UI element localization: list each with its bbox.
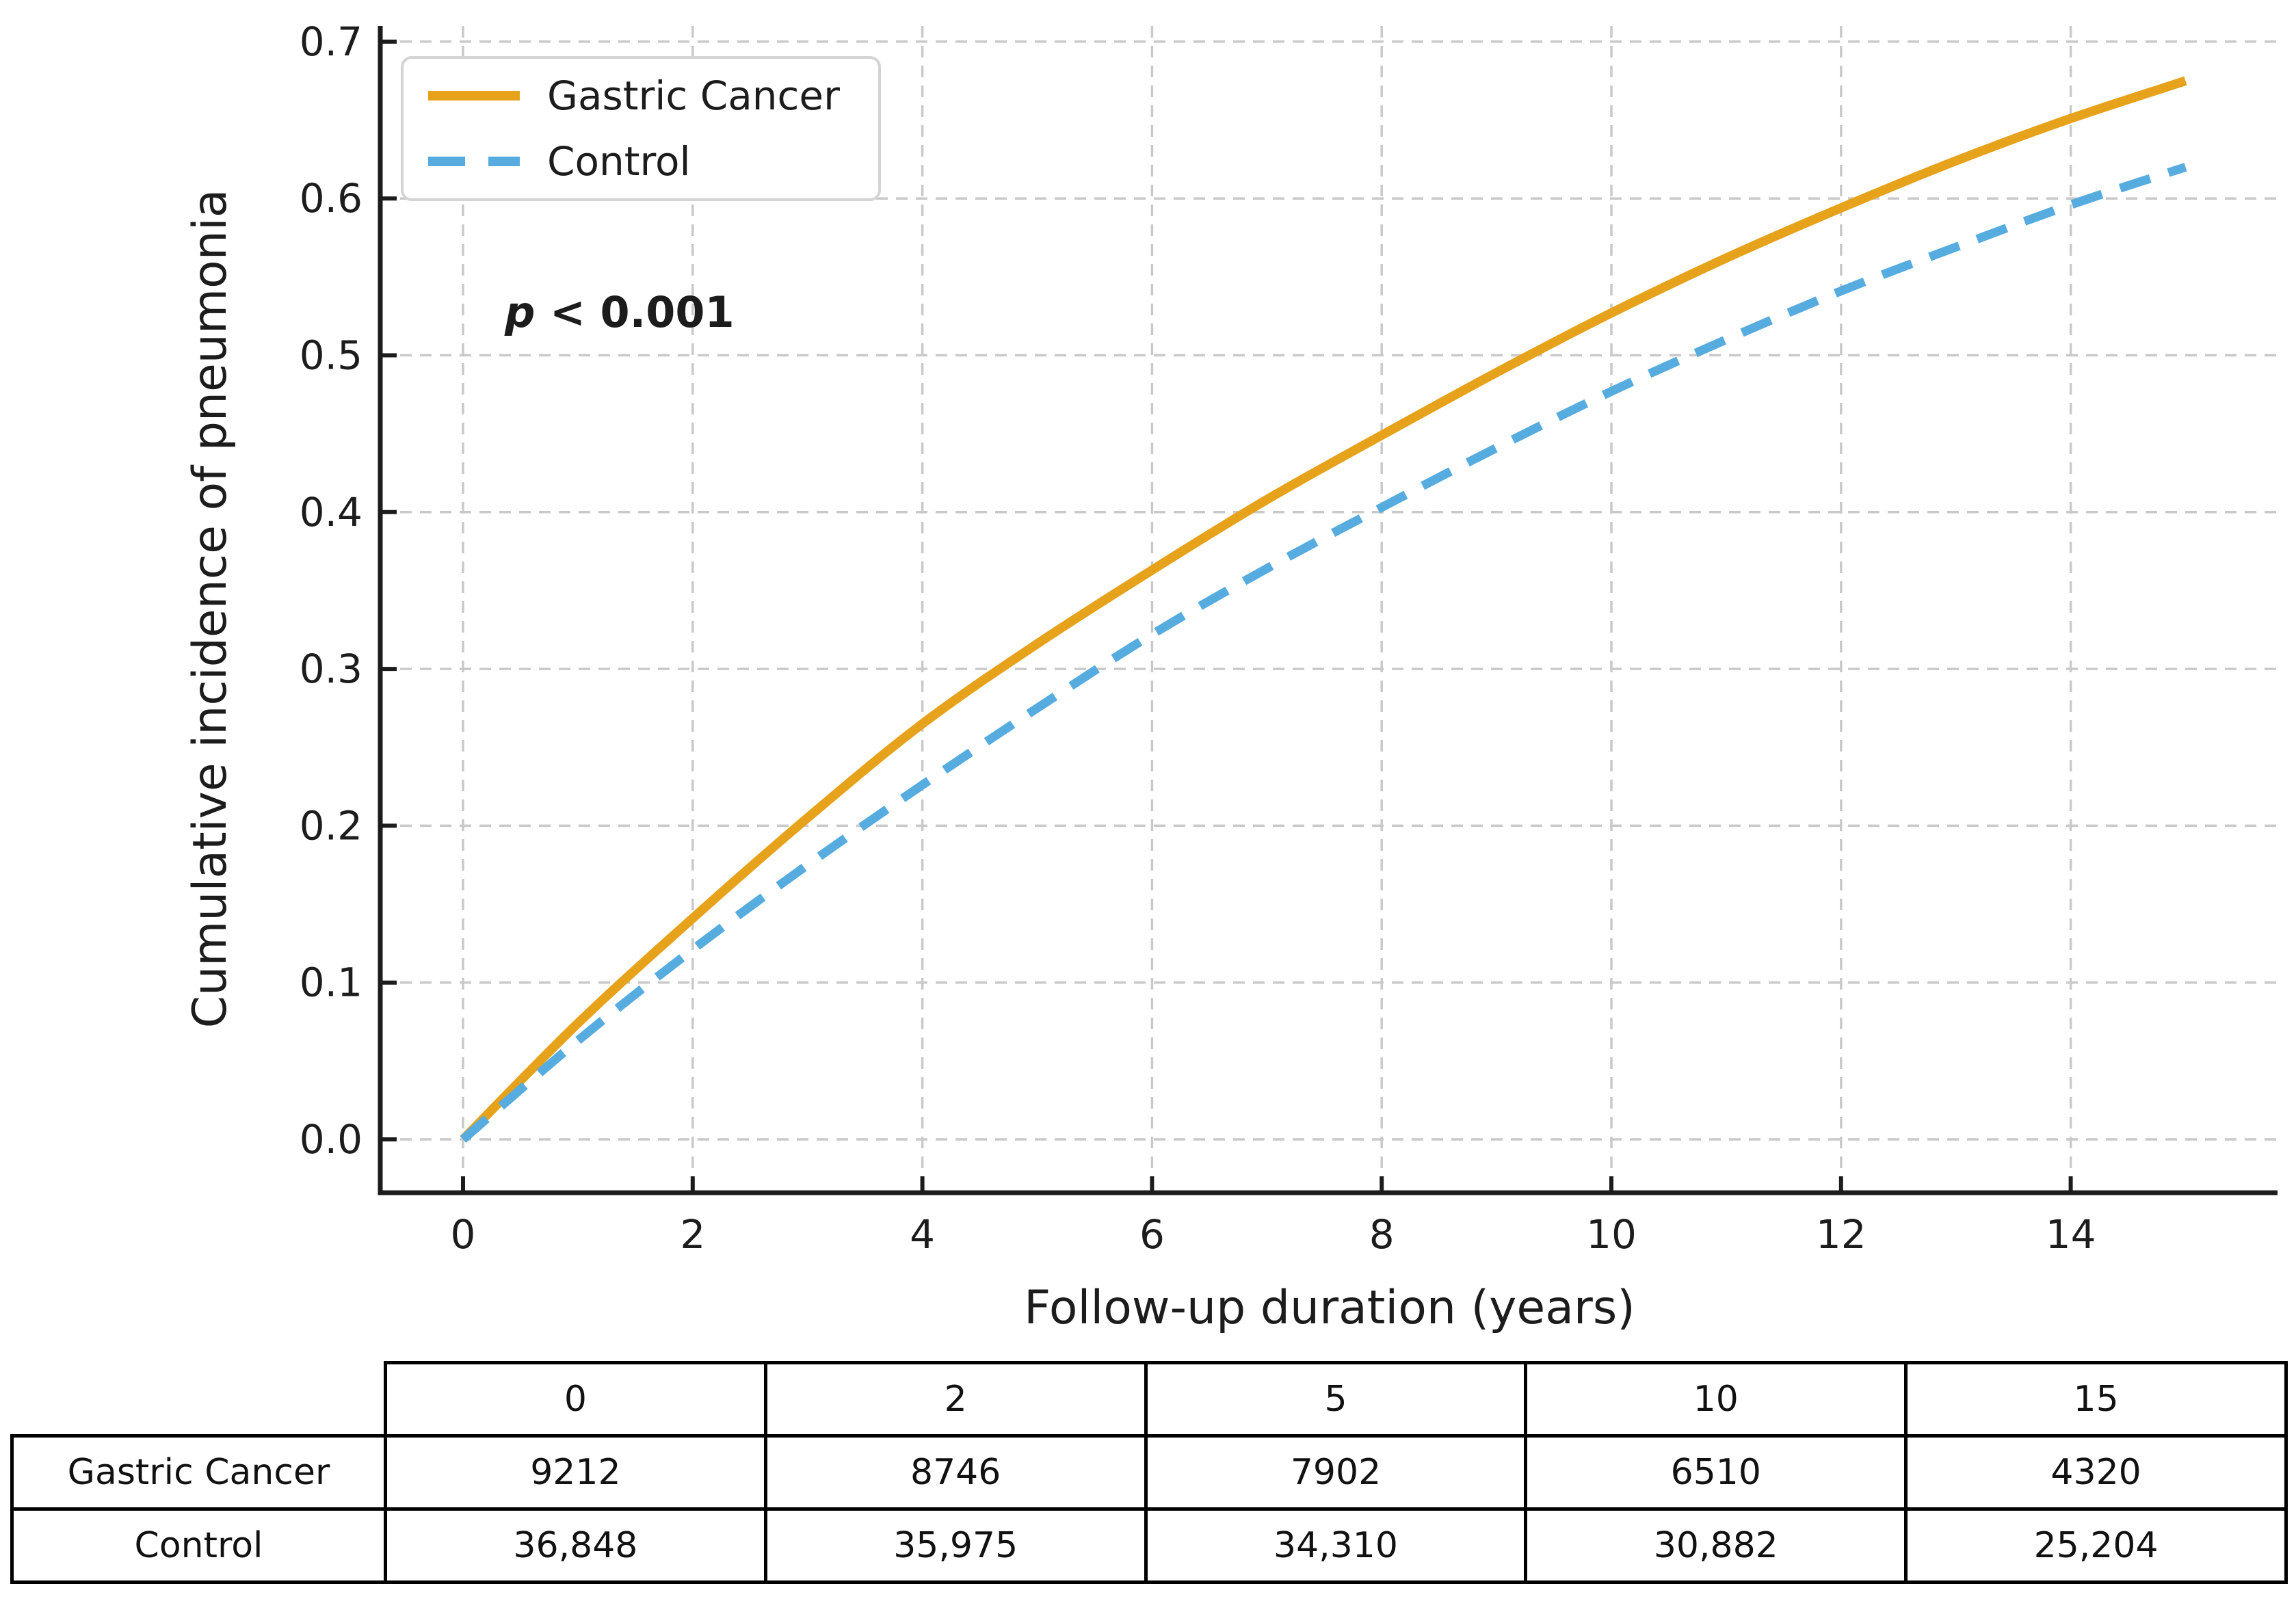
x-tick-label: 14 [2046, 1211, 2096, 1258]
p-value-annotation: p < 0.001 [504, 287, 735, 337]
y-tick-label: 0.7 [300, 18, 362, 65]
y-tick-label: 0.3 [300, 646, 362, 692]
table-time-header: 2 [763, 1361, 1148, 1438]
x-tick-label: 8 [1369, 1211, 1395, 1258]
table-row-label: Gastric Cancer [10, 1434, 387, 1511]
table-time-header: 15 [1904, 1361, 2288, 1438]
x-tick-label: 0 [451, 1211, 476, 1258]
table-header-row: 0 2 5 10 15 [12, 1361, 2288, 1438]
table-value-cell: 8746 [763, 1434, 1148, 1511]
y-tick-label: 0.5 [300, 332, 362, 379]
x-tick-label: 6 [1139, 1211, 1165, 1258]
incidence-chart: 0.0 0.1 0.2 0.3 0.4 0.5 0.6 0.7 0 2 4 6 8 10 12 14 Foll… [183, 18, 2278, 1335]
p-value-rest: < 0.001 [535, 287, 734, 337]
x-axis-label: Follow-up duration (years) [1024, 1281, 1635, 1335]
table-corner-cell [12, 1363, 386, 1436]
table-row-label: Control [10, 1507, 387, 1584]
axis-spines [378, 26, 2278, 1195]
curve-control [460, 163, 2187, 1143]
table-time-header: 10 [1524, 1361, 1908, 1438]
curves-layer [460, 76, 2187, 1143]
y-tick-label: 0.6 [300, 175, 362, 222]
p-value-symbol: p [504, 287, 535, 337]
table-value-cell: 6510 [1524, 1434, 1908, 1511]
x-tick-label: 12 [1816, 1211, 1866, 1258]
tick-layer [380, 39, 2073, 1193]
table-value-cell: 7902 [1144, 1434, 1528, 1511]
legend-label-control: Control [547, 138, 691, 185]
y-tick-label: 0.0 [300, 1116, 362, 1163]
y-tick-label: 0.4 [300, 489, 362, 535]
x-tick-label: 2 [680, 1211, 705, 1258]
grid-layer [380, 26, 2278, 1193]
y-axis-label: Cumulative incidence of pneumonia [183, 189, 237, 1029]
curve-gastric-cancer [460, 76, 2187, 1143]
table-value-cell: 34,310 [1144, 1507, 1528, 1584]
table-value-cell: 36,848 [384, 1507, 767, 1584]
table-value-cell: 25,204 [1904, 1507, 2288, 1584]
table-value-cell: 9212 [384, 1434, 767, 1511]
table-row: Control 36,848 35,975 34,310 30,882 25,204 [10, 1507, 2288, 1584]
table-row: Gastric Cancer 9212 8746 7902 6510 4320 [10, 1434, 2288, 1511]
table-time-header: 5 [1144, 1361, 1528, 1438]
table-value-cell: 30,882 [1524, 1507, 1908, 1584]
y-tick-label: 0.2 [300, 802, 362, 849]
risk-table: 0 2 5 10 15 Gastric Cancer 9212 8746 7902 6510 432… [10, 1361, 2288, 1584]
tick-label-layer: 0.0 0.1 0.2 0.3 0.4 0.5 0.6 0.7 0 2 4 6 8 10 12 14 [300, 18, 2096, 1258]
x-tick-label: 4 [910, 1211, 935, 1258]
table-value-cell: 4320 [1904, 1434, 2288, 1511]
x-tick-label: 10 [1586, 1211, 1637, 1258]
legend-box [401, 56, 881, 201]
table-time-header: 0 [384, 1361, 767, 1438]
y-tick-label: 0.1 [300, 960, 362, 1006]
legend: Gastric Cancer Control [401, 56, 881, 201]
table-value-cell: 35,975 [763, 1507, 1148, 1584]
legend-label-gastric-cancer: Gastric Cancer [547, 72, 840, 119]
